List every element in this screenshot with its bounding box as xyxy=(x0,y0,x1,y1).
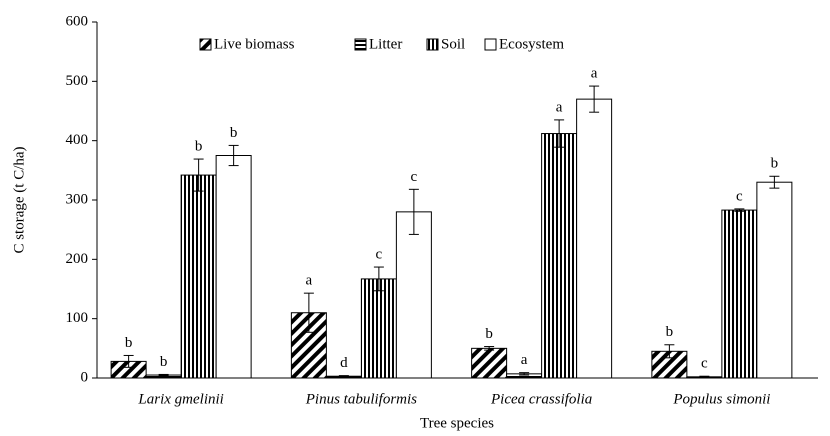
x-tick-label: Picea crassifolia xyxy=(490,391,592,407)
bar xyxy=(721,209,758,379)
significance-letter: a xyxy=(521,352,528,368)
significance-letter: b xyxy=(485,326,493,342)
y-tick-label: 400 xyxy=(66,132,89,148)
significance-letter: a xyxy=(591,66,598,82)
legend-label: Soil xyxy=(441,36,465,52)
y-tick-label: 100 xyxy=(66,310,89,326)
significance-letter: d xyxy=(340,355,348,371)
bar xyxy=(756,181,793,379)
bar xyxy=(541,133,578,379)
significance-letter: c xyxy=(701,356,708,372)
bar xyxy=(180,174,217,379)
y-axis-label: C storage (t C/ha) xyxy=(11,146,27,253)
legend-label: Ecosystem xyxy=(499,36,564,52)
bar xyxy=(360,278,397,379)
bar xyxy=(215,155,252,379)
y-tick-label: 300 xyxy=(66,191,89,207)
significance-letter: c xyxy=(411,169,418,185)
legend-swatch xyxy=(484,38,497,51)
y-tick-label: 200 xyxy=(66,251,89,267)
bar xyxy=(395,211,432,379)
significance-letter: b xyxy=(771,156,779,172)
bar xyxy=(471,347,508,379)
bar xyxy=(576,98,613,379)
significance-letter: a xyxy=(556,99,563,115)
significance-letter: b xyxy=(160,354,168,370)
y-tick-label: 500 xyxy=(66,73,89,89)
x-tick-label: Pinus tabuliformis xyxy=(305,391,417,407)
legend-label: Live biomass xyxy=(214,36,295,52)
significance-letter: b xyxy=(125,335,133,351)
x-axis-label: Tree species xyxy=(420,415,494,431)
significance-letter: b xyxy=(666,324,674,340)
significance-letter: b xyxy=(230,125,238,141)
y-tick-label: 600 xyxy=(66,13,89,29)
x-tick-label: Populus simonii xyxy=(672,391,770,407)
legend-swatch xyxy=(199,38,212,51)
legend-label: Litter xyxy=(369,36,402,52)
x-tick-label: Larix gmelinii xyxy=(137,391,223,407)
significance-letter: b xyxy=(195,138,203,154)
legend-swatch xyxy=(354,38,367,51)
y-tick-label: 0 xyxy=(81,369,89,385)
significance-letter: a xyxy=(306,273,313,289)
significance-letter: c xyxy=(736,188,743,204)
legend-swatch xyxy=(426,38,439,51)
significance-letter: c xyxy=(376,246,383,262)
